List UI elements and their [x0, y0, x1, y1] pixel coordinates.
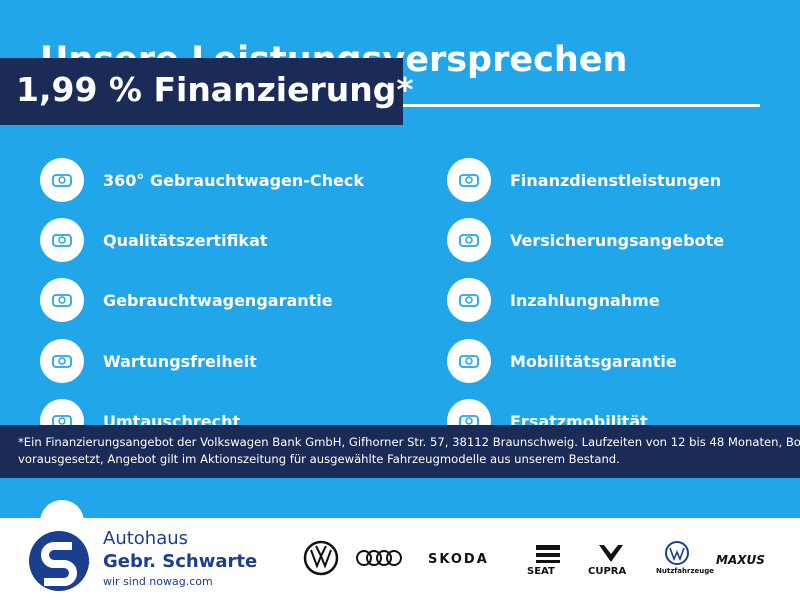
- service-icon: [447, 339, 491, 383]
- disclaimer-line: *Ein Finanzierungsangebot der Volkswagen…: [18, 435, 800, 449]
- service-label: Mobilitätsgarantie: [510, 351, 677, 371]
- service-item: Gebrauchtwagengarantie: [40, 277, 333, 323]
- service-icon: [40, 218, 84, 262]
- service-label: Gebrauchtwagengarantie: [103, 290, 333, 310]
- disclaimer: *Ein Finanzierungsangebot der Volkswagen…: [0, 425, 800, 478]
- banner-text: 1,99 % Finanzierung*: [16, 70, 414, 109]
- service-label: Finanzdienstleistungen: [510, 170, 722, 190]
- seat-mark: [536, 545, 560, 563]
- service-item: Versicherungsangebote: [447, 217, 724, 263]
- service-item: Qualitätszertifikat: [40, 217, 268, 263]
- service-item: Wartungsfreiheit: [40, 338, 257, 384]
- service-item: Finanzdienstleistungen: [447, 157, 721, 203]
- brand: CUPRA: [588, 566, 627, 577]
- service-label: Wartungsfreiheit: [103, 351, 257, 371]
- tagline: wir sind nowag.com: [103, 575, 213, 588]
- vw-logo: [665, 541, 689, 565]
- brand: Nutzfahrzeuge: [656, 567, 715, 575]
- company-name: Gebr. Schwarte: [103, 551, 258, 572]
- footer: Autohaus Gebr. Schwarte wir sind nowag.c…: [0, 518, 800, 600]
- dealer-logo: [29, 531, 90, 591]
- service-label: Versicherungsangebote: [510, 230, 725, 250]
- service-icon: [447, 158, 491, 202]
- service-label: Inzahlungnahme: [510, 290, 660, 310]
- company: Autohaus: [103, 528, 189, 549]
- service-label: 360° Gebrauchtwagen-Check: [103, 170, 365, 190]
- banner: 1,99 % Finanzierung*: [0, 58, 414, 125]
- service-icon: [447, 278, 491, 322]
- cupra-mark: [599, 545, 623, 562]
- brand: SKODA: [428, 552, 489, 567]
- service-icon: [40, 278, 84, 322]
- vw-logo: [303, 540, 339, 576]
- brand: SEAT: [527, 566, 555, 577]
- service-icon: [40, 339, 84, 383]
- audi-logo: [356, 550, 402, 566]
- service-item: Inzahlungnahme: [447, 277, 660, 323]
- service-item: Mobilitätsgarantie: [447, 338, 677, 384]
- service-icon: [40, 158, 84, 202]
- service-icon: [447, 218, 491, 262]
- brand: MAXUS: [716, 553, 765, 567]
- disclaimer-line: vorausgesetzt, Angebot gilt im Aktionsze…: [18, 452, 620, 466]
- service-item: 360° Gebrauchtwagen-Check: [40, 157, 364, 203]
- service-label: Qualitätszertifikat: [103, 230, 268, 250]
